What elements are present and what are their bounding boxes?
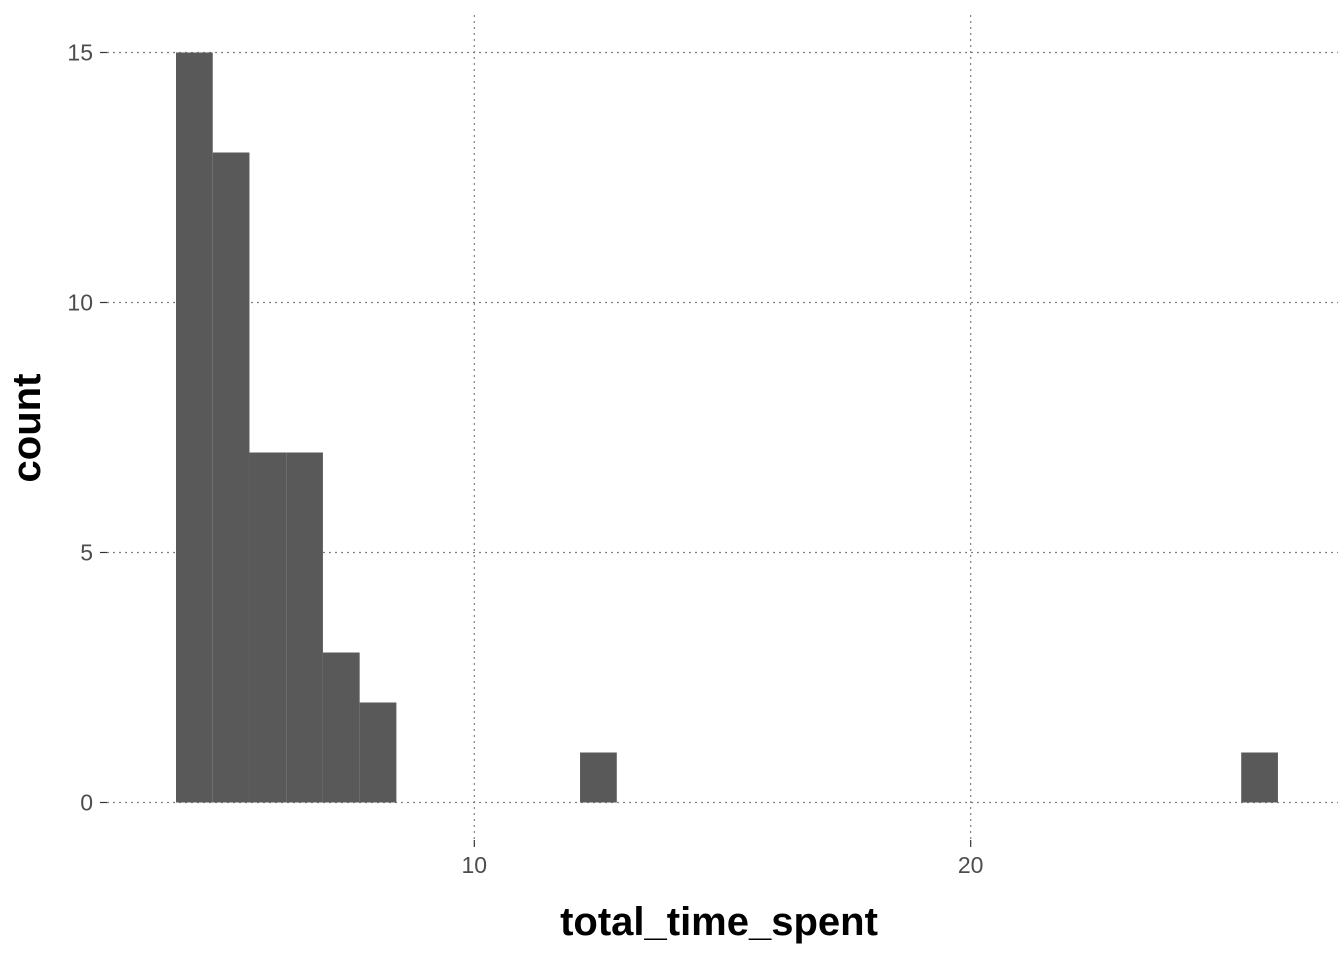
y-tick-label-5: 5	[80, 540, 93, 566]
histogram-bar-1	[212, 152, 250, 803]
histogram-bar-7	[1241, 752, 1278, 803]
histogram-bar-2	[249, 452, 287, 803]
y-tick-label-10: 10	[67, 290, 93, 316]
x-axis-title: total_time_spent	[560, 900, 878, 944]
histogram-bar-4	[322, 652, 360, 803]
histogram-bar-3	[286, 452, 323, 803]
y-axis-title: count	[5, 374, 49, 483]
histogram-bar-0	[175, 52, 213, 803]
histogram-bar-6	[580, 752, 617, 803]
axes: 0 5 10 15 10 20	[67, 40, 983, 879]
x-tick-label-10: 10	[462, 852, 488, 878]
y-tick-label-0: 0	[80, 790, 93, 816]
y-tick-label-15: 15	[67, 40, 93, 66]
x-tick-label-20: 20	[958, 852, 984, 878]
histogram-bars	[175, 52, 1278, 803]
histogram-bar-5	[359, 702, 397, 803]
